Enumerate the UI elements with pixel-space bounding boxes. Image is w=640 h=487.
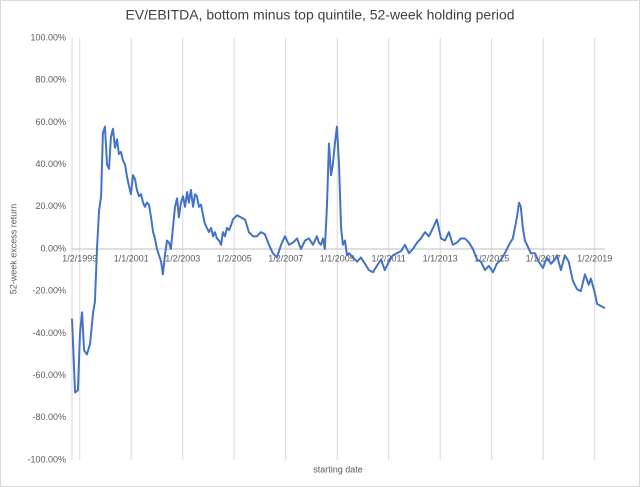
y-tick-label: 0.00% [40,243,66,253]
x-tick-label: 1/1/2001 [114,253,149,263]
y-tick-label: -80.00% [32,412,66,422]
y-tick-label: 80.00% [35,75,66,85]
y-tick-label: 60.00% [35,117,66,127]
y-tick-label: 40.00% [35,159,66,169]
x-tick-label: 1/1/2013 [423,253,458,263]
x-tick-label: 1/1/2009 [320,253,355,263]
x-tick-label: 1/1/2017 [526,253,561,263]
x-tick-label: 1/2/2007 [268,253,303,263]
x-tick-label: 1/2/2003 [165,253,200,263]
x-tick-label: 1/2/2015 [474,253,509,263]
data-line [71,125,606,394]
x-tick-label: 1/2/2011 [372,253,406,263]
y-tick-label: -60.00% [32,370,66,380]
y-tick-label: -40.00% [32,328,66,338]
x-axis-title: starting date [313,464,363,474]
x-tick-label: 1/2/2005 [217,253,252,263]
y-tick-label: 20.00% [35,201,66,211]
x-tick-label: 1/2/1999 [62,253,97,263]
y-tick-label: -20.00% [32,286,66,296]
y-tick-label: 100.00% [30,32,66,42]
x-tick-label: 1/2/2019 [577,253,612,263]
y-axis-title: 52-week excess return [8,204,18,295]
chart-title: EV/EBITDA, bottom minus top quintile, 52… [125,7,514,23]
y-tick-label: -100.00% [27,454,66,464]
